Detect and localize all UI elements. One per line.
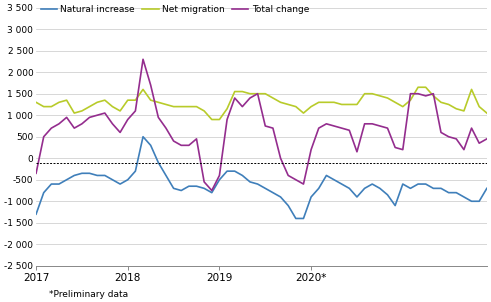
Legend: Natural increase, Net migration, Total change: Natural increase, Net migration, Total c… — [41, 5, 309, 14]
Line: Net migration: Net migration — [36, 87, 487, 120]
Total change — [155, 116, 161, 119]
Net migration — [33, 101, 39, 104]
Total change — [171, 139, 177, 143]
Total change — [484, 137, 490, 141]
Total change — [331, 124, 337, 128]
Net migration — [415, 85, 421, 89]
Natural increase — [484, 187, 490, 190]
Total change — [140, 57, 146, 61]
Net migration — [148, 98, 154, 102]
Total change — [109, 122, 115, 126]
Total change — [193, 137, 199, 141]
Natural increase — [33, 212, 39, 216]
Natural increase — [193, 185, 199, 188]
Natural increase — [171, 187, 177, 190]
Net migration — [324, 101, 329, 104]
Total change — [33, 172, 39, 175]
Text: *Preliminary data: *Preliminary data — [49, 290, 128, 299]
Line: Natural increase: Natural increase — [36, 137, 487, 218]
Net migration — [178, 105, 184, 108]
Total change — [186, 143, 192, 147]
Net migration — [163, 103, 169, 106]
Natural increase — [186, 185, 192, 188]
Natural increase — [331, 178, 337, 182]
Total change — [209, 189, 215, 192]
Natural increase — [140, 135, 146, 139]
Net migration — [186, 105, 192, 108]
Net migration — [484, 111, 490, 115]
Natural increase — [155, 161, 161, 164]
Line: Total change: Total change — [36, 59, 487, 191]
Net migration — [209, 118, 215, 121]
Natural increase — [109, 178, 115, 182]
Net migration — [109, 105, 115, 108]
Natural increase — [293, 217, 299, 220]
